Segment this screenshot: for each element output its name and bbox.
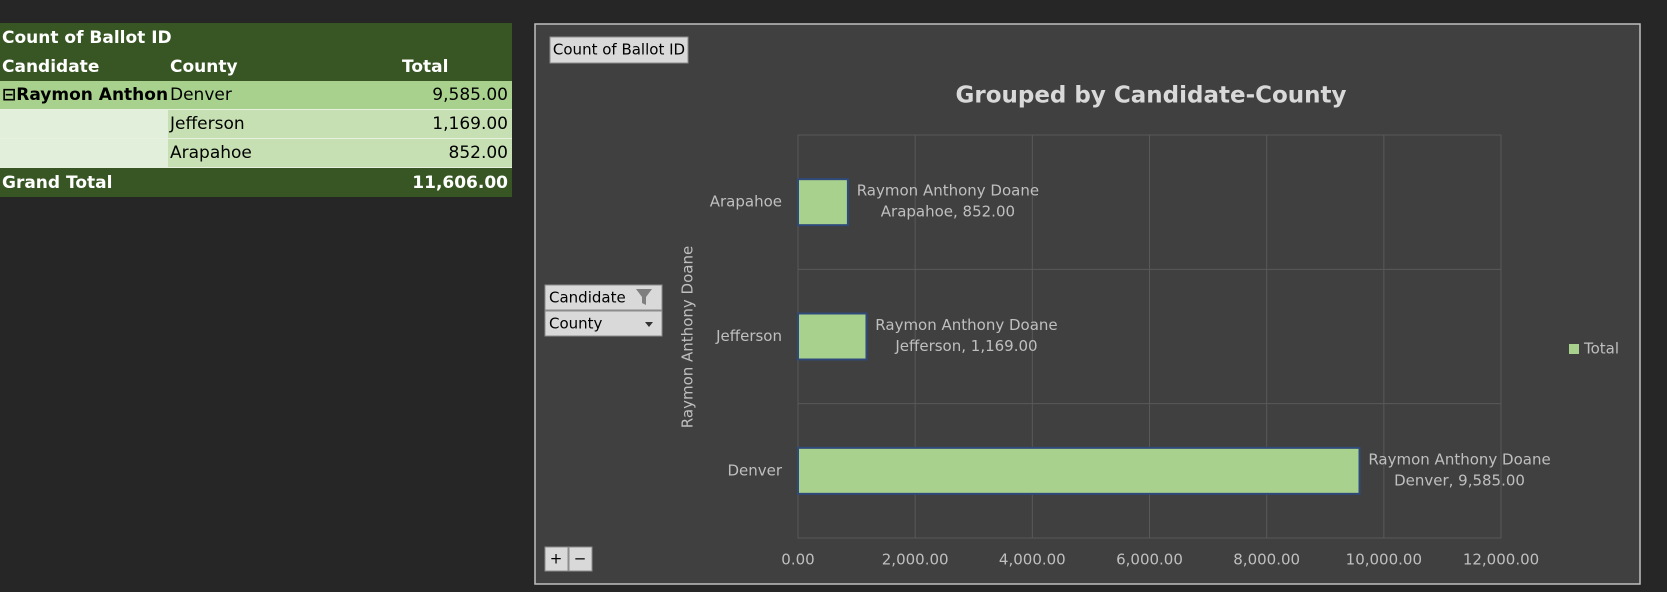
expand-icon: +: [550, 550, 563, 568]
bar: [797, 178, 849, 227]
column-header: Total: [402, 56, 449, 77]
candidate-name: Raymon Anthony Doane: [16, 85, 168, 105]
legend-label: Total: [1583, 340, 1619, 358]
grand-total-label: Grand Total: [2, 172, 113, 193]
collapse-icon: −: [574, 550, 587, 568]
total-cell: 9,585.00: [432, 85, 508, 105]
pivot-row: Jefferson 1,169.00: [0, 110, 512, 139]
pivot-column-row: Candidate County Total: [0, 52, 512, 81]
filter-icon: [636, 289, 652, 305]
chart-title: Grouped by Candidate-County: [955, 83, 1346, 109]
bar: [797, 312, 868, 361]
x-tick-label: 4,000.00: [999, 551, 1066, 569]
expand-button[interactable]: [544, 546, 569, 572]
bar: [797, 446, 1361, 495]
x-tick-label: 10,000.00: [1346, 551, 1422, 569]
x-tick-label: 12,000.00: [1463, 551, 1539, 569]
axis-field-button-text: Candidate: [549, 289, 626, 307]
total-cell: 1,169.00: [432, 114, 508, 134]
county-cell: Denver: [170, 85, 232, 105]
data-label-group: Raymon Anthony Doane: [1368, 450, 1550, 468]
data-label-group: Raymon Anthony Doane: [875, 316, 1057, 334]
candidate-cell: [0, 139, 168, 167]
column-header[interactable]: County: [170, 56, 238, 77]
pivot-row: Arapahoe 852.00: [0, 139, 512, 168]
column-header[interactable]: Candidate: [2, 56, 100, 77]
y-tick-label: Arapahoe: [710, 193, 782, 211]
axis-field-button-text: County: [549, 315, 603, 333]
grand-total: 11,606.00: [412, 172, 508, 193]
candidate-cell: [0, 110, 168, 138]
candidate-cell[interactable]: ⊟ Raymon Anthony Doane: [0, 81, 168, 109]
data-label-group: Raymon Anthony Doane: [857, 182, 1039, 200]
x-tick-label: 6,000.00: [1116, 551, 1183, 569]
x-tick-label: 2,000.00: [882, 551, 949, 569]
value-field-button[interactable]: [549, 36, 689, 64]
legend-swatch: [1569, 344, 1579, 354]
pivot-header-row: Count of Ballot ID: [0, 23, 512, 52]
group-axis-label: Raymon Anthony Doane: [679, 246, 697, 428]
total-cell: 852.00: [448, 143, 508, 163]
y-tick-label: Jefferson: [715, 327, 782, 345]
collapse-button[interactable]: [568, 546, 593, 572]
county-cell: Jefferson: [170, 114, 245, 134]
x-tick-label: 8,000.00: [1233, 551, 1300, 569]
pivot-header: Count of Ballot ID: [2, 27, 172, 48]
value-field-button-text: Count of Ballot ID: [553, 41, 685, 59]
y-tick-label: Denver: [727, 461, 782, 479]
county-cell: Arapahoe: [170, 143, 252, 163]
dropdown-arrow: [645, 322, 653, 327]
x-tick-label: 0.00: [781, 551, 814, 569]
grand-total-row: Grand Total 11,606.00: [0, 168, 512, 197]
data-label: Denver, 9,585.00: [1394, 471, 1525, 489]
pivot-row: ⊟ Raymon Anthony Doane Denver 9,585.00: [0, 81, 512, 110]
pivot-table: Count of Ballot ID Candidate County Tota…: [0, 23, 512, 197]
data-label: Arapahoe, 852.00: [881, 203, 1015, 221]
data-label: Jefferson, 1,169.00: [894, 337, 1037, 355]
axis-field-button[interactable]: [544, 310, 663, 337]
